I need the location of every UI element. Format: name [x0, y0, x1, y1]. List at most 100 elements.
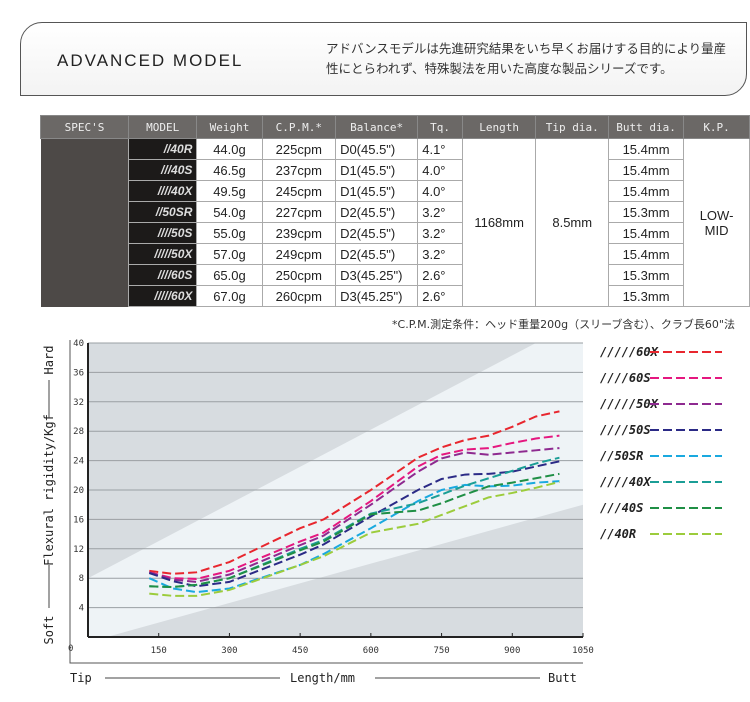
header-6: Length	[461, 115, 537, 139]
spec-column	[40, 138, 129, 307]
series-line	[148, 447, 560, 583]
cpm-cell: 260cpm	[261, 285, 337, 307]
header-4: Balance*	[335, 115, 419, 139]
torque-cell: 3.2°	[417, 201, 463, 223]
legend-label: ////60S	[600, 371, 651, 385]
weight-cell: 65.0g	[196, 264, 263, 286]
header-7: Tip dia.	[535, 115, 609, 139]
header-9: K.P.	[683, 115, 750, 139]
legend-label: //50SR	[600, 449, 643, 463]
cpm-cell: 245cpm	[261, 180, 337, 202]
cpm-cell: 250cpm	[261, 264, 337, 286]
series-line	[149, 472, 560, 589]
balance-cell: D1(45.5")	[335, 180, 419, 202]
legend-label: //40R	[600, 527, 636, 541]
weight-cell: 46.5g	[196, 159, 263, 181]
y-tick-label: 36	[73, 368, 84, 378]
y-tick-label: 8	[79, 574, 84, 584]
torque-cell: 3.2°	[417, 222, 463, 244]
model-cell: ///40S	[127, 159, 198, 181]
header-1: MODEL	[127, 115, 198, 139]
series-line	[149, 410, 560, 575]
cpm-cell: 239cpm	[261, 222, 337, 244]
cpm-cell: 237cpm	[261, 159, 337, 181]
chart-frame	[69, 340, 583, 664]
kp-cell: LOW-MID	[683, 138, 750, 307]
y-top-label: Hard	[42, 346, 56, 375]
torque-cell: 2.6°	[417, 285, 463, 307]
balance-cell: D3(45.25")	[335, 285, 419, 307]
weight-cell: 55.0g	[196, 222, 263, 244]
cpm-cell: 227cpm	[261, 201, 337, 223]
series-line	[148, 480, 560, 594]
butt-dia-cell: 15.4mm	[607, 159, 685, 181]
legend-label: /////60X	[600, 345, 659, 359]
table-row: ////50S 55.0g 239cpm D2(45.5") 3.2° 15.4mm	[41, 222, 750, 244]
model-cell: /////60X	[127, 285, 198, 307]
x-tick-label: 150	[151, 646, 167, 656]
flex-chart: 4 8 12 16 20 24 28 32 36 40 0 150 300 450 600 750 900 105…	[42, 339, 722, 685]
table-row: //50SR 54.0g 227cpm D2(45.5") 3.2° 15.3mm	[41, 201, 750, 223]
model-cell: //50SR	[127, 201, 198, 223]
y-tick-label: 0	[68, 644, 73, 654]
y-tick-label: 24	[73, 457, 84, 467]
y-bottom-label: Soft	[42, 616, 56, 645]
weight-cell: 54.0g	[196, 201, 263, 223]
x-tick-label: 1050	[572, 646, 594, 656]
x-left-label: Tip	[70, 671, 92, 685]
torque-cell: 3.2°	[417, 243, 463, 265]
y-tick-label: 12	[73, 545, 84, 555]
header-0: SPEC'S	[40, 115, 129, 139]
table-row: //40R 44.0g 225cpm D0(45.5") 4.1° 1168mm 8.5mm…	[40, 138, 750, 307]
table-row: /////60X 67.0g 260cpm D3(45.25") 2.6° 15.3mm	[41, 285, 750, 307]
model-cell: ////60S	[127, 264, 198, 286]
model-cell: ////50S	[127, 222, 198, 244]
y-axis-title: Flexural rigidity/Kgf	[42, 414, 56, 566]
weight-cell: 44.0g	[196, 138, 263, 160]
balance-cell: D0(45.5")	[335, 138, 419, 160]
balance-cell: D2(45.5")	[335, 201, 419, 223]
y-tick-label: 32	[73, 398, 84, 408]
butt-dia-cell: 15.4mm	[607, 243, 685, 265]
weight-cell: 67.0g	[196, 285, 263, 307]
weight-cell: 49.5g	[196, 180, 263, 202]
butt-dia-cell: 15.4mm	[607, 222, 685, 244]
cpm-cell: 249cpm	[261, 243, 337, 265]
model-cell: //40R	[127, 138, 198, 160]
table-row: ////60S 65.0g 250cpm D3(45.25") 2.6° 15.3mm	[41, 264, 750, 286]
banner-title: ADVANCED MODEL	[57, 51, 244, 70]
banner-description: アドバンスモデルは先進研究結果をいち早くお届けする目的により量産性にとらわれず、…	[326, 41, 727, 76]
y-tick-label: 4	[79, 604, 84, 614]
balance-cell: D2(45.5")	[335, 243, 419, 265]
header-3: C.P.M.*	[261, 115, 337, 139]
table-row: /////50X 57.0g 249cpm D2(45.5") 3.2° 15.4mm	[41, 243, 750, 265]
torque-cell: 2.6°	[417, 264, 463, 286]
header-8: Butt dia.	[607, 115, 685, 139]
series-line	[149, 434, 560, 580]
balance-cell: D3(45.25")	[335, 264, 419, 286]
butt-dia-cell: 15.4mm	[607, 180, 685, 202]
weight-cell: 57.0g	[196, 243, 263, 265]
table-row: ////40X 49.5g 245cpm D1(45.5") 4.0° 15.4mm	[41, 180, 750, 202]
tip-dia-cell: 8.5mm	[535, 138, 609, 307]
butt-dia-cell: 15.3mm	[607, 285, 685, 307]
header-2: Weight	[196, 115, 263, 139]
legend-label: /////50X	[600, 397, 659, 411]
legend-label: ////50S	[600, 423, 651, 437]
torque-cell: 4.0°	[417, 180, 463, 202]
balance-cell: D2(45.5")	[335, 222, 419, 244]
legend-label: ///40S	[600, 501, 643, 515]
banner: ADVANCED MODEL アドバンスモデルは先進研究結果をいち早くお届けする…	[20, 22, 747, 96]
butt-dia-cell: 15.3mm	[607, 264, 685, 286]
torque-cell: 4.0°	[417, 159, 463, 181]
y-tick-label: 16	[73, 515, 84, 525]
y-tick-label: 40	[73, 339, 84, 349]
butt-dia-cell: 15.4mm	[607, 138, 685, 160]
x-tick-label: 450	[292, 646, 308, 656]
model-cell: ////40X	[127, 180, 198, 202]
spec-table: SPEC'S MODEL Weight C.P.M.* Balance* Tq. Lengt…	[40, 115, 750, 307]
y-tick-label: 20	[73, 486, 84, 496]
x-tick-label: 600	[363, 646, 379, 656]
model-cell: /////50X	[127, 243, 198, 265]
